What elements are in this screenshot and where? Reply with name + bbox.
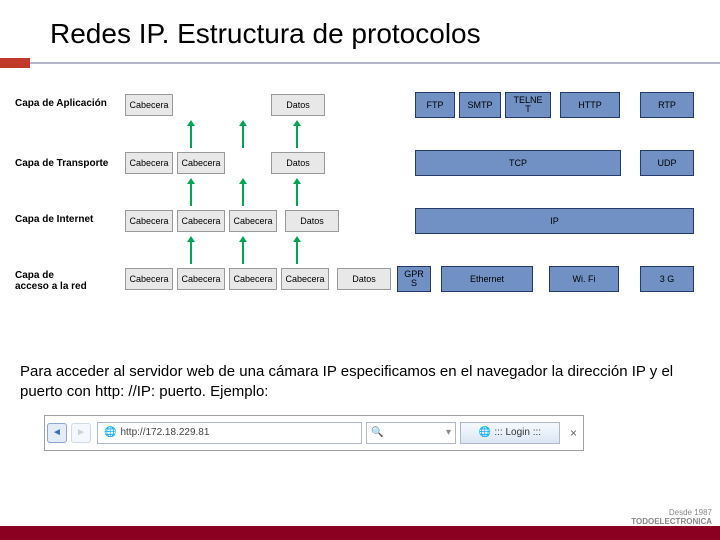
proto-http: HTTP <box>560 92 620 118</box>
encap-arrow <box>293 178 301 206</box>
pkt-header-cell: Cabecera <box>177 152 225 174</box>
pkt-header-cell: Cabecera <box>229 268 277 290</box>
tab-label: ::: Login ::: <box>494 427 541 438</box>
proto-ip: IP <box>415 208 694 234</box>
tab-globe-icon: 🌐 <box>479 427 491 438</box>
layer-label-inet: Capa de Internet <box>15 214 115 225</box>
encap-arrow <box>187 236 195 264</box>
pkt-header-cell: Cabecera <box>177 268 225 290</box>
footer-caption: Desde 1987 TODOELECTRONICA <box>631 508 712 526</box>
encap-arrow <box>239 178 247 206</box>
pkt-data-cell: Datos <box>285 210 339 232</box>
close-tab-icon[interactable]: × <box>570 426 577 440</box>
pkt-header-cell: Cabecera <box>125 152 173 174</box>
layer-label-trans: Capa de Transporte <box>15 158 115 169</box>
back-icon: ◄ <box>52 427 62 438</box>
encap-arrow <box>239 236 247 264</box>
search-icon: 🔍 <box>371 427 383 438</box>
proto-smtp: SMTP <box>459 92 501 118</box>
pkt-header-cell: Cabecera <box>125 94 173 116</box>
encap-arrow <box>239 120 247 148</box>
layer-label-access: Capa de acceso a la red <box>15 270 115 292</box>
pkt-data-cell: Datos <box>271 152 325 174</box>
proto-udp: UDP <box>640 150 694 176</box>
pkt-data-cell: Datos <box>271 94 325 116</box>
footer-bar <box>0 526 720 540</box>
proto-telnet: TELNE T <box>505 92 551 118</box>
search-chev: ▾ <box>446 427 451 438</box>
proto-ftp: FTP <box>415 92 455 118</box>
proto-tcp: TCP <box>415 150 621 176</box>
proto-gprs: GPR S <box>397 266 431 292</box>
slide-title: Redes IP. Estructura de protocolos <box>0 0 720 58</box>
browser-bar: ◄ ► 🌐 http://172.18.229.81 🔍 ▾ 🌐 ::: Log… <box>44 415 584 451</box>
address-bar[interactable]: 🌐 http://172.18.229.81 <box>97 422 362 444</box>
pkt-data-cell: Datos <box>337 268 391 290</box>
title-underline <box>0 58 720 68</box>
pkt-header-cell: Cabecera <box>281 268 329 290</box>
tab-login[interactable]: 🌐 ::: Login ::: <box>460 422 560 444</box>
pkt-header-cell: Cabecera <box>177 210 225 232</box>
forward-icon: ► <box>76 427 86 438</box>
proto-wi.fi: Wi. Fi <box>549 266 619 292</box>
pkt-header-cell: Cabecera <box>125 210 173 232</box>
proto-3g: 3 G <box>640 266 694 292</box>
encap-arrow <box>293 236 301 264</box>
pkt-header-cell: Cabecera <box>125 268 173 290</box>
forward-button[interactable]: ► <box>71 423 91 443</box>
encap-arrow <box>293 120 301 148</box>
explanation-text: Para acceder al servidor web de una cáma… <box>0 348 720 409</box>
encap-arrow <box>187 178 195 206</box>
pkt-header-cell: Cabecera <box>229 210 277 232</box>
back-button[interactable]: ◄ <box>47 423 67 443</box>
proto-rtp: RTP <box>640 92 694 118</box>
layer-label-app: Capa de Aplicación <box>15 98 115 109</box>
search-box[interactable]: 🔍 ▾ <box>366 422 456 444</box>
globe-icon: 🌐 <box>104 427 116 438</box>
encap-arrow <box>187 120 195 148</box>
proto-ethernet: Ethernet <box>441 266 533 292</box>
protocol-diagram: Capa de Aplicación Capa de Transporte Capa… <box>15 88 705 348</box>
url-text: http://172.18.229.81 <box>120 427 209 438</box>
